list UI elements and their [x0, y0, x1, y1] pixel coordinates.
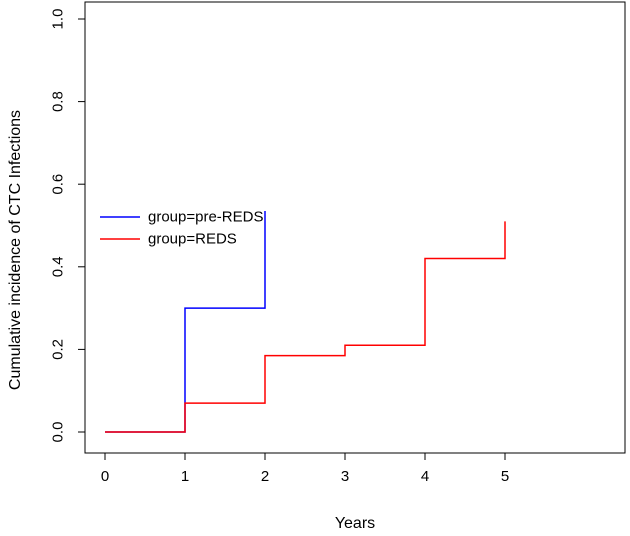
- x-tick-label: 4: [421, 468, 429, 485]
- plot-frame: [84, 1, 626, 454]
- legend-label: group=REDS: [148, 231, 237, 248]
- plot-area: [84, 1, 626, 454]
- y-tick-label: 0.2: [50, 339, 67, 360]
- y-tick-label: 0.4: [50, 256, 67, 277]
- x-tick-label: 0: [101, 468, 109, 485]
- legend: group=pre-REDS group=REDS: [100, 209, 263, 248]
- y-axis-title: Cumulative incidence of CTC Infections: [7, 110, 24, 390]
- axes-layer: 0 1 2 3 4 5 0.0 0.2 0.4 0.6 0.8 1.0: [50, 9, 510, 485]
- legend-label: group=pre-REDS: [148, 209, 263, 226]
- x-tick-label: 1: [181, 468, 189, 485]
- y-tick-label: 1.0: [50, 9, 67, 30]
- x-tick-label: 3: [341, 468, 349, 485]
- x-tick-label: 2: [261, 468, 269, 485]
- series-line-reds: [105, 221, 506, 433]
- y-tick-label: 0.6: [50, 174, 67, 195]
- y-tick-label: 0.0: [50, 422, 67, 443]
- x-tick-label: 5: [501, 468, 509, 485]
- series-layer: [105, 211, 506, 433]
- y-tick-label: 0.8: [50, 91, 67, 112]
- x-axis-title: Years: [335, 515, 375, 532]
